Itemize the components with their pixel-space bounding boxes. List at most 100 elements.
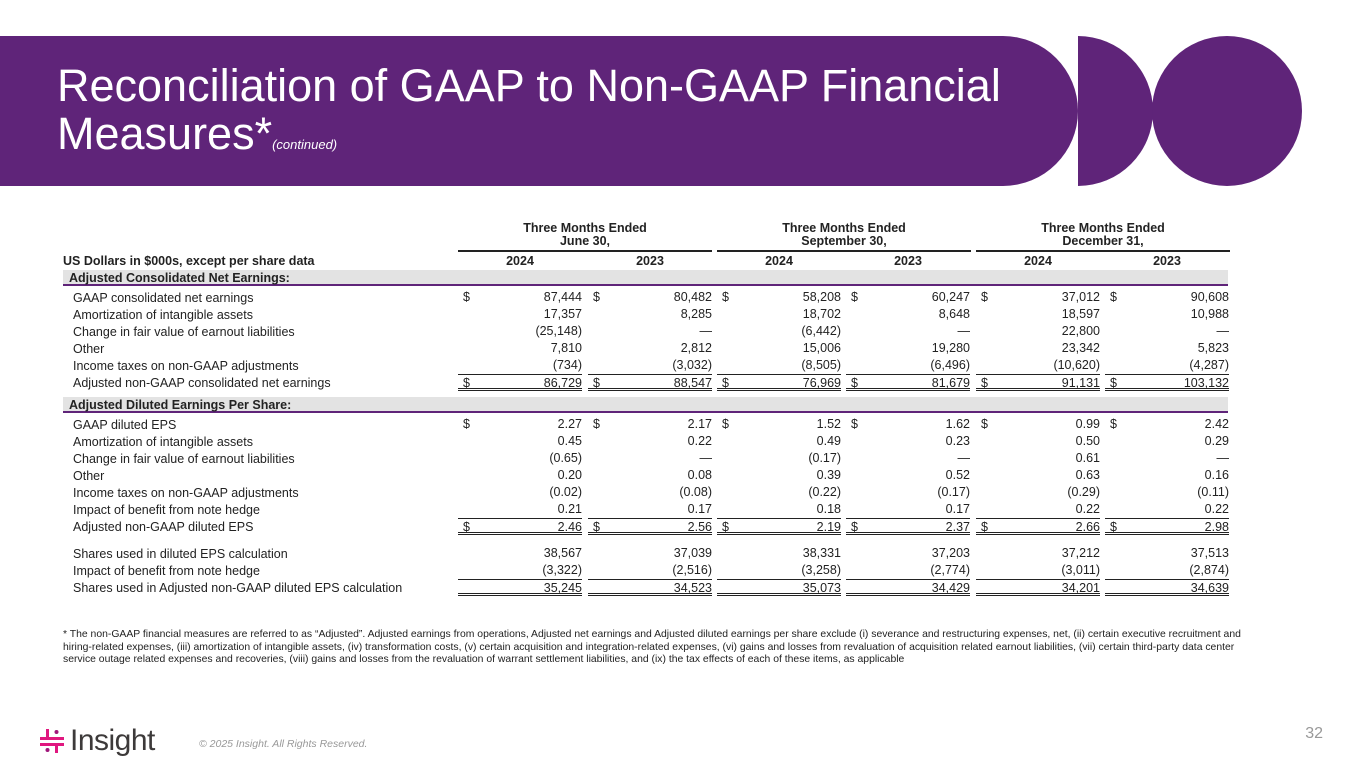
table-cell: 0.23 (846, 433, 970, 450)
currency-symbol: $ (722, 376, 729, 390)
cell-value: 87,444 (543, 290, 582, 304)
table-cell: (0.29) (976, 484, 1100, 501)
table-cell: 0.17 (588, 501, 712, 518)
table-cell: 0.52 (846, 467, 970, 484)
cell-value: 34,523 (673, 581, 712, 595)
cell-value: (0.11) (1197, 485, 1229, 499)
total-row: Adjusted non-GAAP consolidated net earni… (63, 374, 1229, 391)
table-cell: 34,201 (976, 579, 1100, 596)
cell-value: 37,212 (1061, 546, 1100, 560)
cell-value: 1.62 (945, 417, 970, 431)
cell-value: 2.17 (687, 417, 712, 431)
currency-symbol: $ (593, 520, 600, 534)
table-cell: 0.61 (976, 450, 1100, 467)
table-cell: (6,442) (717, 323, 841, 340)
table-cell: 10,988 (1105, 306, 1229, 323)
cell-value: (2,516) (672, 563, 712, 577)
currency-symbol: $ (463, 376, 470, 390)
table-row: Impact of benefit from note hedge (3,322)… (63, 562, 1229, 579)
cell-value: 18,597 (1061, 307, 1100, 321)
currency-symbol: $ (593, 417, 600, 431)
table-cell: 8,648 (846, 306, 970, 323)
table-cell: $58,208 (717, 289, 841, 306)
table-cell: 17,357 (458, 306, 582, 323)
table-cell: $103,132 (1105, 374, 1229, 391)
table-cell: (0.17) (846, 484, 970, 501)
currency-symbol: $ (463, 417, 470, 431)
insight-logo: Insight (40, 724, 155, 758)
table-cell: 0.45 (458, 433, 582, 450)
cell-value: 17,357 (543, 307, 582, 321)
cell-value: — (957, 451, 971, 465)
cell-value: (3,322) (542, 563, 582, 577)
table-cell: 37,212 (976, 545, 1100, 562)
table-row: Amortization of intangible assets 17,357 8… (63, 306, 1229, 323)
cell-value: (3,032) (672, 358, 712, 372)
table-cell: — (1105, 450, 1230, 467)
table-cell: 35,073 (717, 579, 841, 596)
row-label: Other (73, 469, 105, 483)
table-cell: — (846, 323, 971, 340)
table-cell: 37,513 (1105, 545, 1229, 562)
currency-symbol: $ (981, 520, 988, 534)
cell-value: 19,280 (931, 341, 970, 355)
row-label: Change in fair value of earnout liabilit… (73, 452, 295, 466)
table-row: Amortization of intangible assets 0.45 0.2… (63, 433, 1229, 450)
table-cell: $81,679 (846, 374, 970, 391)
cell-value: 0.18 (816, 502, 841, 516)
table-row: Shares used in diluted EPS calculation 38… (63, 545, 1229, 562)
cell-value: 8,648 (938, 307, 970, 321)
row-label: Income taxes on non-GAAP adjustments (73, 359, 299, 373)
logo-text: Insight (70, 724, 155, 757)
table-cell: $2.46 (458, 518, 582, 535)
cell-value: (0.17) (937, 485, 970, 499)
table-row: Income taxes on non-GAAP adjustments (0.0… (63, 484, 1229, 501)
cell-value: (0.17) (808, 451, 841, 465)
cell-value: 58,208 (802, 290, 841, 304)
cell-value: 2,812 (680, 341, 712, 355)
title-text: Reconciliation of GAAP to Non-GAAP Finan… (57, 60, 1001, 159)
table-cell: 0.49 (717, 433, 841, 450)
group-header-line: Three Months Ended (523, 221, 647, 235)
table-cell: $2.42 (1105, 416, 1229, 433)
row-label: Amortization of intangible assets (73, 308, 253, 322)
cell-value: 38,567 (543, 546, 582, 560)
table-cell: — (846, 450, 971, 467)
cell-value: 0.99 (1075, 417, 1100, 431)
table-cell: (0.17) (717, 450, 841, 467)
table-cell: $1.52 (717, 416, 841, 433)
section-header: Adjusted Consolidated Net Earnings: (63, 270, 1228, 286)
row-label: Other (73, 342, 105, 356)
cell-value: 76,969 (802, 376, 841, 390)
cell-value: 23,342 (1061, 341, 1100, 355)
cell-value: 15,006 (802, 341, 841, 355)
table-row: Income taxes on non-GAAP adjustments (734… (63, 357, 1229, 374)
table-cell: (3,322) (458, 562, 582, 579)
cell-value: 37,513 (1190, 546, 1229, 560)
cell-value: (734) (552, 358, 582, 372)
cell-value: — (699, 324, 713, 338)
cell-value: 0.29 (1204, 434, 1229, 448)
cell-value: — (1216, 451, 1230, 465)
table-cell: 37,203 (846, 545, 970, 562)
table-cell: $2.37 (846, 518, 970, 535)
cell-value: 35,245 (543, 581, 582, 595)
table-cell: 8,285 (588, 306, 712, 323)
table-cell: (734) (458, 357, 582, 374)
currency-symbol: $ (722, 417, 729, 431)
row-label: Adjusted non-GAAP diluted EPS (73, 520, 254, 534)
table-cell: $2.66 (976, 518, 1100, 535)
cell-value: 0.21 (557, 502, 582, 516)
table-row: GAAP diluted EPS $2.27 $2.17 $1.52 $1.62 $0.9… (63, 416, 1229, 433)
row-label: Change in fair value of earnout liabilit… (73, 325, 295, 339)
cell-value: 80,482 (673, 290, 712, 304)
table-cell: (0.65) (458, 450, 582, 467)
currency-symbol: $ (981, 417, 988, 431)
cell-value: 0.63 (1075, 468, 1100, 482)
table-cell: 34,429 (846, 579, 970, 596)
cell-value: (4,287) (1189, 358, 1229, 372)
cell-value: 34,201 (1061, 581, 1100, 595)
cell-value: (0.02) (549, 485, 582, 499)
page-title: Reconciliation of GAAP to Non-GAAP Finan… (57, 62, 1067, 169)
currency-symbol: $ (851, 520, 858, 534)
